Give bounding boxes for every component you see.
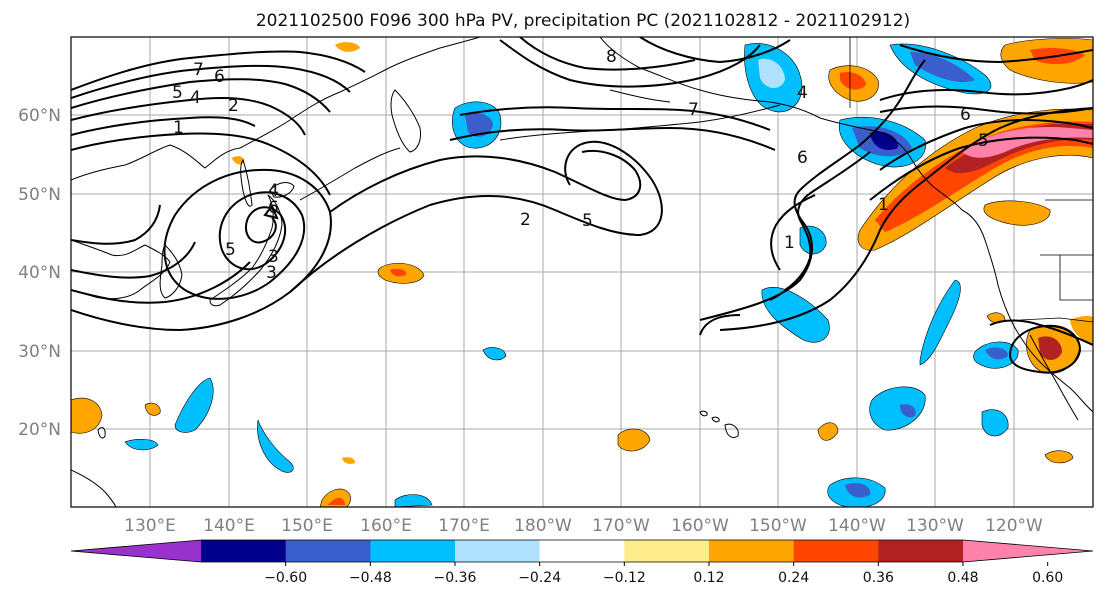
map-title: 2021102500 F096 300 hPa PV, precipitatio…	[256, 11, 910, 31]
contour-label: 2	[228, 96, 239, 116]
contour-label: 8	[606, 47, 617, 67]
contour-label: 3	[266, 263, 277, 283]
colorbar-segment	[370, 540, 456, 562]
precipitation-shading	[71, 38, 1093, 507]
lon-tick: 170°E	[438, 516, 490, 536]
map-frame	[70, 36, 1094, 508]
lon-tick: 140°E	[203, 516, 255, 536]
lon-tick: 170°W	[592, 516, 650, 536]
colorbar-tick-label: 0.12	[693, 570, 724, 586]
lon-tick: 150°W	[749, 516, 807, 536]
longitude-ticks: 130°E 140°E 150°E 160°E 170°E 180°W 170°…	[124, 516, 1043, 536]
colorbar-extend-low	[71, 540, 201, 562]
colorbar-segment	[709, 540, 795, 562]
colorbar-tick-label: −0.24	[518, 570, 561, 586]
colorbar-segment	[793, 540, 879, 562]
colorbar: −0.60 −0.48 −0.36 −0.24 −0.12 0.12 0.24 0.36 0.4…	[70, 539, 1094, 586]
contour-label: 1	[878, 195, 889, 215]
colorbar-tick-label: 0.60	[1032, 570, 1063, 586]
lat-tick: 50°N	[18, 185, 61, 205]
colorbar-tick-label: 0.36	[863, 570, 894, 586]
colorbar-extend-high	[963, 540, 1093, 562]
contour-label: 6	[960, 105, 971, 125]
map-content: 7 6 5 4 2 1 4 6 5 3 3 8 2 5 7 6 1 4 6 5 …	[71, 37, 1093, 507]
lat-tick: 30°N	[18, 342, 61, 362]
lat-tick: 40°N	[18, 263, 61, 283]
contour-label: 7	[193, 60, 204, 80]
contour-label: 1	[173, 118, 184, 138]
colorbar-segment	[878, 540, 964, 562]
coastlines	[71, 37, 1093, 507]
lon-tick: 180°W	[514, 516, 572, 536]
colorbar-tick-label: −0.36	[434, 570, 477, 586]
contour-label: 6	[214, 67, 225, 87]
latitude-ticks: 60°N 50°N 40°N 30°N 20°N	[18, 106, 61, 440]
lon-tick: 160°W	[671, 516, 729, 536]
contour-label: 6	[268, 198, 279, 218]
colorbar-segment	[201, 540, 287, 562]
lon-tick: 160°E	[360, 516, 412, 536]
colorbar-segment	[285, 540, 371, 562]
contour-label: 6	[797, 148, 808, 168]
contour-labels: 7 6 5 4 2 1 4 6 5 3 3 8 2 5 7 6 1 4 6 5 …	[172, 47, 989, 283]
contour-label: 3	[268, 247, 279, 267]
lon-tick: 130°W	[906, 516, 964, 536]
lon-tick: 140°W	[828, 516, 886, 536]
colorbar-tick-label: −0.12	[603, 570, 646, 586]
lon-tick: 120°W	[985, 516, 1043, 536]
borders	[849, 37, 1093, 323]
colorbar-segment	[455, 540, 541, 562]
colorbar-tick-label: −0.48	[349, 570, 392, 586]
colorbar-outline	[70, 539, 1094, 563]
lat-tick: 60°N	[18, 106, 61, 126]
colorbar-tick-label: 0.24	[778, 570, 809, 586]
colorbar-tick-label: 0.48	[947, 570, 978, 586]
contour-label: 4	[797, 83, 808, 103]
pv-contours	[71, 37, 1093, 374]
contour-label: 1	[784, 233, 795, 253]
contour-label: 2	[520, 210, 531, 230]
contour-label: 7	[688, 100, 699, 120]
contour-label: 4	[268, 181, 279, 201]
lon-tick: 150°E	[281, 516, 333, 536]
colorbar-segment	[539, 540, 625, 562]
contour-label: 5	[978, 131, 989, 151]
lat-tick: 20°N	[18, 420, 61, 440]
contour-label: 5	[172, 83, 183, 103]
contour-label: 5	[582, 211, 593, 231]
lon-tick: 130°E	[124, 516, 176, 536]
colorbar-segment	[624, 540, 710, 562]
colorbar-tick-label: −0.60	[264, 570, 307, 586]
contour-label: 5	[225, 240, 236, 260]
contour-label: 4	[190, 88, 201, 108]
